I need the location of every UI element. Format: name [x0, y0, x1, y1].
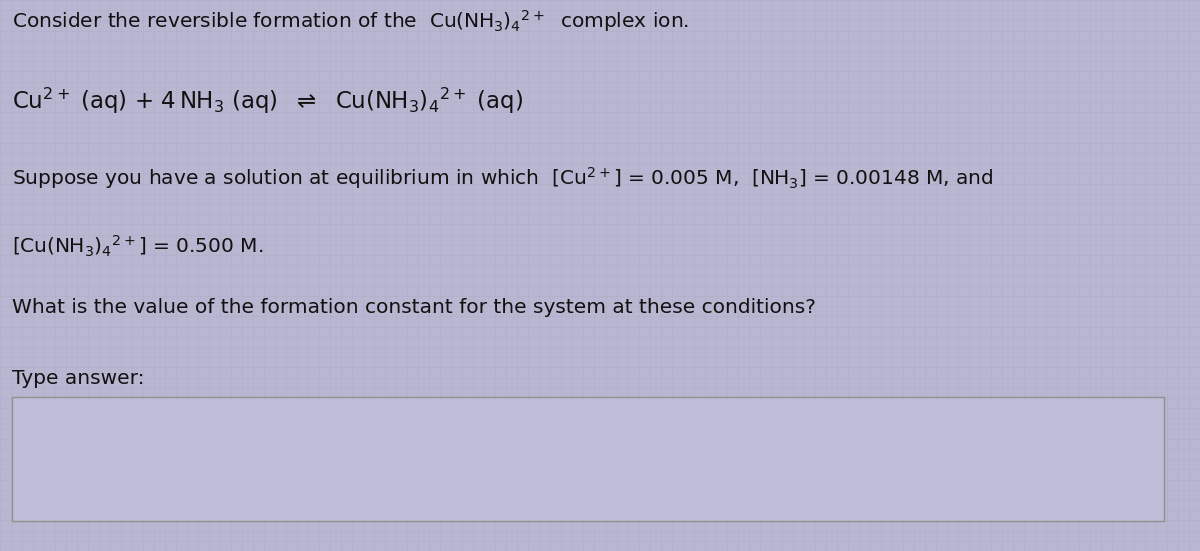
Text: Consider the reversible formation of the  Cu(NH$_3$)$_4$$^{2+}$  complex ion.: Consider the reversible formation of the…	[12, 8, 689, 34]
Text: Type answer:: Type answer:	[12, 369, 144, 388]
Text: Suppose you have a solution at equilibrium in which  [Cu$^{2+}$] = 0.005 M,  [NH: Suppose you have a solution at equilibri…	[12, 165, 994, 191]
Text: What is the value of the formation constant for the system at these conditions?: What is the value of the formation const…	[12, 298, 816, 316]
Text: [Cu(NH$_3$)$_4$$^{2+}$] = 0.500 M.: [Cu(NH$_3$)$_4$$^{2+}$] = 0.500 M.	[12, 234, 263, 260]
FancyBboxPatch shape	[12, 397, 1164, 521]
Text: Cu$^{2+}$ (aq) + 4 NH$_3$ (aq)  $\rightleftharpoons$  Cu(NH$_3$)$_4$$^{2+}$ (aq): Cu$^{2+}$ (aq) + 4 NH$_3$ (aq) $\rightle…	[12, 85, 523, 116]
